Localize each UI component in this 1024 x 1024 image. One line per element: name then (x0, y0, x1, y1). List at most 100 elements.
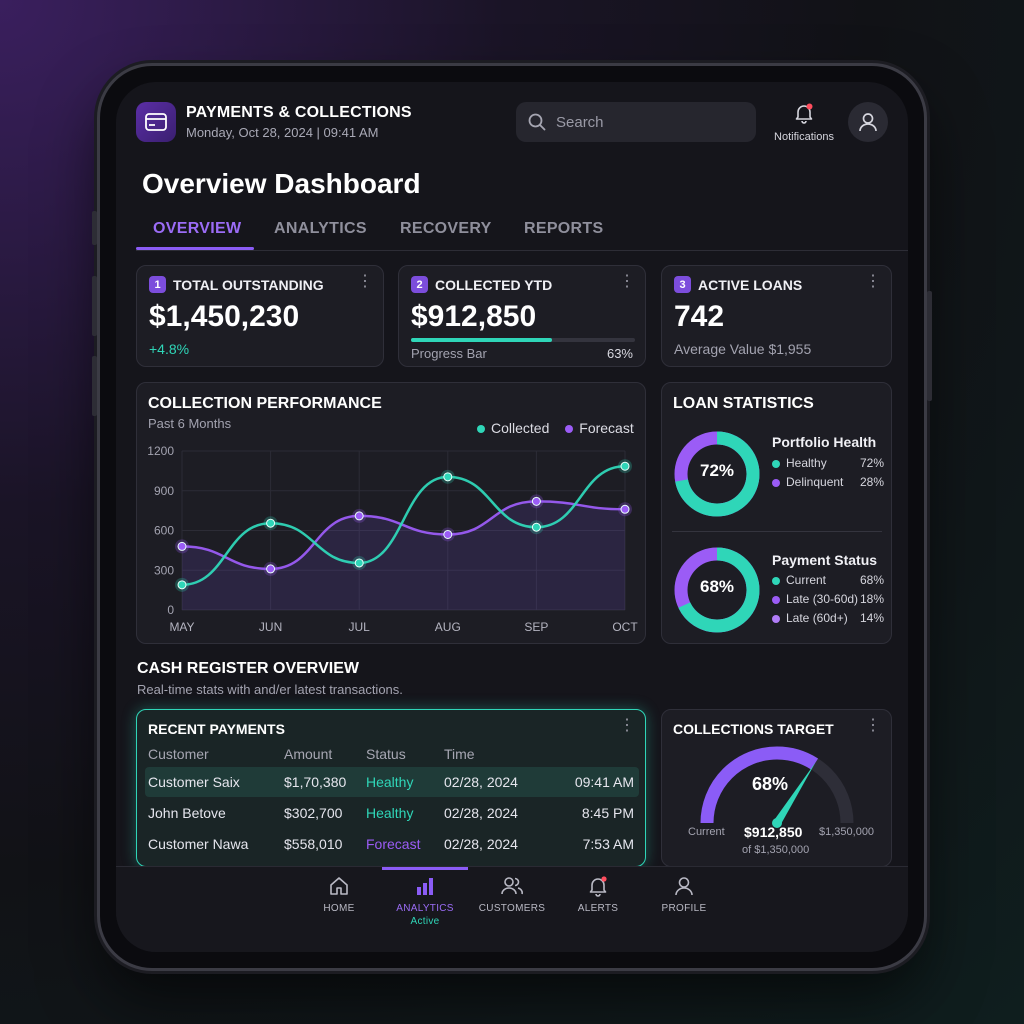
payment-status-donut (674, 547, 760, 633)
data-point-collected (266, 518, 276, 528)
cell-status: Healthy (366, 805, 414, 821)
notifications-button[interactable]: Notifications (764, 102, 844, 143)
legend-item-collected[interactable]: Collected (477, 420, 549, 436)
gauge-current-label: Current (688, 826, 725, 838)
column-header-status[interactable]: Status (366, 746, 406, 762)
x-tick-label: JUN (259, 620, 282, 634)
y-tick-label: 600 (154, 524, 174, 538)
avatar[interactable] (848, 102, 888, 142)
cell-customer: Customer Nawa (148, 836, 249, 852)
table-row[interactable]: Customer Nawa $558,010 Forecast 02/28, 2… (145, 829, 639, 859)
kpi-card-total-outstanding[interactable]: 1 TOTAL OUTSTANDING ⋮ $1,450,230 +4.8% (136, 265, 384, 367)
app-screen: PAYMENTS & COLLECTIONS Monday, Oct 28, 2… (116, 82, 908, 952)
user-icon (675, 877, 693, 896)
search-box[interactable] (516, 102, 756, 142)
cell-amount: $1,70,380 (284, 774, 347, 790)
user-icon (859, 113, 877, 132)
cell-time: 7:53 AM (582, 836, 634, 852)
cell-customer: John Betove (148, 805, 226, 821)
portfolio-donut (674, 431, 760, 517)
kpi-badge: 3 (674, 276, 691, 293)
portfolio-legend: Healthy 72% Delinquent 28% (772, 456, 884, 494)
cash-register-subtitle: Real-time stats with and/er latest trans… (137, 682, 403, 697)
tab-recovery[interactable]: RECOVERY (400, 220, 492, 237)
donut-segment-current (674, 547, 760, 633)
device-button (92, 276, 97, 336)
nav-analytics[interactable]: ANALYTICS Active (385, 875, 465, 927)
y-tick-label: 300 (154, 563, 174, 577)
more-menu-icon[interactable]: ⋮ (865, 717, 881, 734)
bell-icon (795, 103, 813, 124)
tab-overview[interactable]: OVERVIEW (153, 220, 242, 237)
search-icon (528, 113, 546, 131)
data-point-collected (177, 580, 187, 590)
kpi-title: TOTAL OUTSTANDING (173, 276, 324, 293)
cell-date: 02/28, 2024 (444, 805, 518, 821)
legend-dot (772, 614, 780, 623)
progress-fill (411, 338, 553, 342)
legend-label: Forecast (579, 420, 634, 436)
gauge-fill (700, 746, 854, 824)
search-input[interactable] (554, 112, 738, 132)
column-header-amount[interactable]: Amount (284, 746, 333, 762)
x-tick-label: JUL (349, 620, 371, 634)
kpi-delta: +4.8% (149, 341, 190, 357)
legend-dot (565, 425, 574, 434)
data-point-collected (620, 461, 630, 471)
more-menu-icon[interactable]: ⋮ (619, 273, 635, 290)
bar-chart-icon (417, 878, 433, 895)
column-header-customer[interactable]: Customer (148, 746, 209, 762)
more-menu-icon[interactable]: ⋮ (619, 717, 635, 734)
cell-date: 02/28, 2024 (444, 774, 518, 790)
table-row[interactable]: Customer Saix $1,70,380 Healthy 02/28, 2… (145, 767, 639, 797)
nav-home[interactable]: HOME (299, 875, 379, 914)
tablet-device: PAYMENTS & COLLECTIONS Monday, Oct 28, 2… (92, 66, 932, 968)
legend-dot (477, 425, 485, 434)
data-point-collected (354, 558, 364, 568)
collection-line-chart: 1200 900 600 300 0 MAY JUN JUL AUG SEP OCT (147, 444, 638, 634)
more-menu-icon[interactable]: ⋮ (357, 273, 373, 290)
nav-profile[interactable]: PROFILE (644, 875, 724, 914)
cell-amount: $302,700 (284, 805, 343, 821)
kpi-card-active-loans[interactable]: 3 ACTIVE LOANS ⋮ 742 Average Value $1,955 (661, 265, 892, 367)
legend-value: 14% (859, 611, 884, 625)
app-logo-icon (136, 102, 176, 142)
legend-dot (772, 576, 780, 585)
legend-value: 72% (859, 456, 884, 470)
bell-icon (589, 876, 607, 897)
x-tick-label: MAY (169, 620, 194, 634)
data-point-forecast (531, 496, 541, 506)
data-point-forecast (443, 529, 453, 539)
y-tick-label: 0 (167, 603, 174, 617)
cell-time: 09:41 AM (574, 774, 634, 790)
recent-payments-card: RECENT PAYMENTS ⋮ Customer Amount Status… (136, 709, 646, 867)
portfolio-title: Portfolio Health (772, 434, 877, 450)
table-row[interactable]: John Betove $302,700 Healthy 02/28, 2024… (145, 798, 639, 828)
forecast-area (182, 501, 625, 610)
gauge-percent: 68% (752, 774, 789, 794)
nav-alerts[interactable]: ALERTS (558, 875, 638, 914)
page-title: Overview Dashboard (142, 168, 421, 199)
legend-row: Late (60d+) 14% (772, 611, 884, 630)
cell-status: Healthy (366, 774, 414, 790)
legend-row: Healthy 72% (772, 456, 884, 475)
nav-customers[interactable]: CUSTOMERS (472, 875, 552, 914)
cash-register-title: CASH REGISTER OVERVIEW (137, 660, 359, 677)
notifications-label: Notifications (774, 131, 834, 143)
legend-dot (772, 478, 780, 487)
kpi-title: ACTIVE LOANS (698, 276, 803, 293)
nav-label: HOME (323, 903, 355, 914)
portfolio-center-value: 72% (699, 461, 735, 480)
data-point-forecast (177, 541, 187, 551)
data-point-collected (443, 472, 453, 482)
column-header-time[interactable]: Time (444, 746, 475, 762)
recent-payments-title: RECENT PAYMENTS (148, 721, 285, 737)
legend-row: Delinquent 28% (772, 475, 884, 494)
legend-item-forecast[interactable]: Forecast (565, 420, 634, 436)
more-menu-icon[interactable]: ⋮ (865, 273, 881, 290)
x-tick-label: AUG (435, 620, 461, 634)
collections-target-card: COLLECTIONS TARGET ⋮ 68% Current $912,85… (661, 709, 892, 867)
tab-reports[interactable]: REPORTS (524, 220, 604, 237)
tab-analytics[interactable]: ANALYTICS (274, 220, 367, 237)
kpi-card-collected-ytd[interactable]: 2 COLLECTED YTD ⋮ $912,850 Progress Bar 6… (398, 265, 646, 367)
